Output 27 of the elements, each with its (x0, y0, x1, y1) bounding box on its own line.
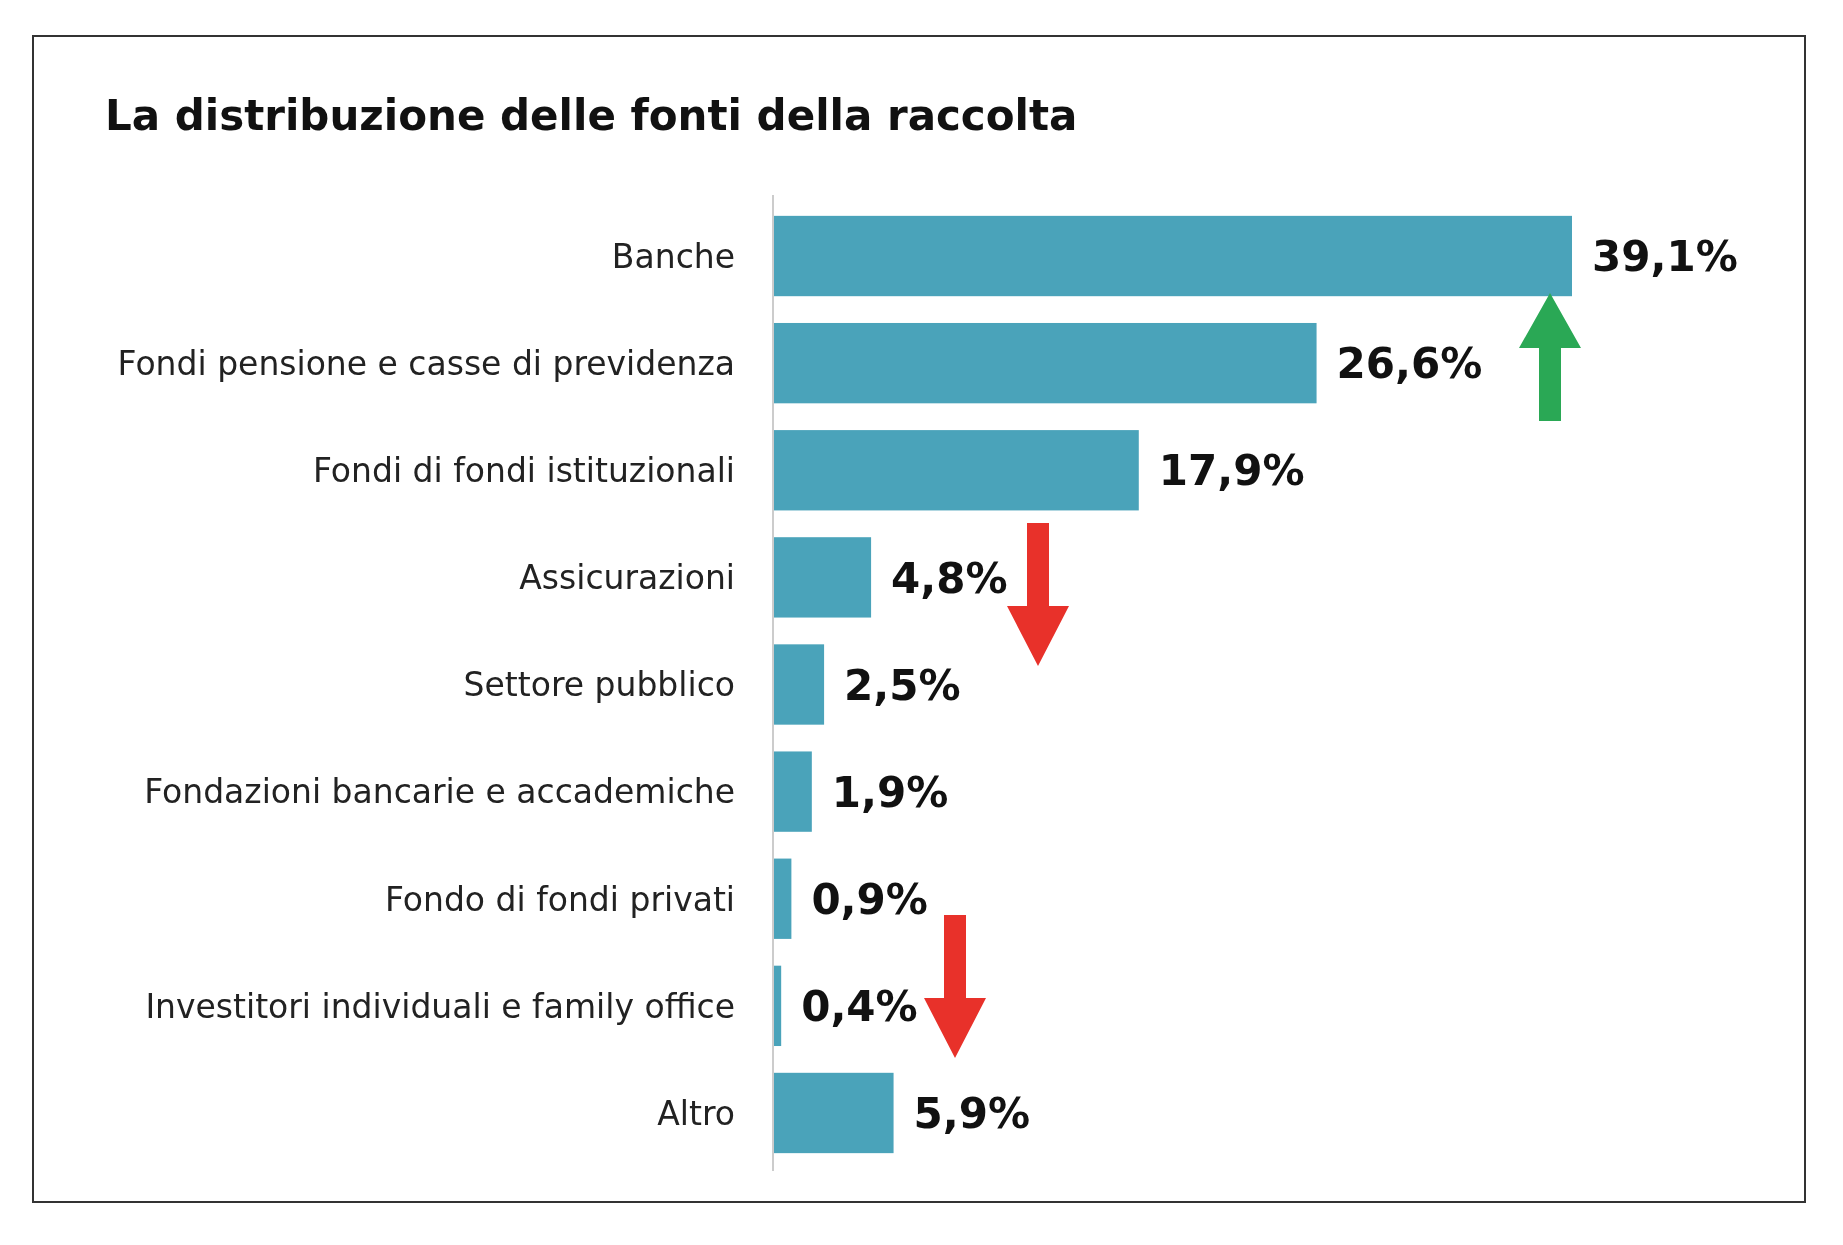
y-tick-label: Assicurazioni (519, 558, 735, 598)
data-label: 26,6% (1336, 339, 1483, 389)
bar (773, 751, 812, 832)
y-tick-label: Fondi pensione e casse di previdenza (117, 344, 735, 384)
bar (773, 537, 872, 618)
data-label: 39,1% (1592, 232, 1738, 282)
data-label: 0,4% (801, 981, 918, 1031)
y-tick-label: Fondi di fondi istituzionali (313, 451, 735, 491)
bar (773, 215, 1572, 297)
bar (773, 430, 1139, 511)
data-label: 1,9% (831, 767, 949, 817)
bar (773, 858, 792, 939)
bar (773, 322, 1317, 404)
data-label: 0,9% (811, 874, 928, 924)
bar (773, 644, 825, 725)
y-tick-label: Banche (611, 236, 735, 276)
data-label: 2,5% (844, 660, 961, 710)
data-label: 4,8% (891, 553, 1008, 603)
y-tick-label: Altro (657, 1093, 735, 1133)
y-tick-label: Fondo di fondi privati (384, 879, 735, 919)
data-label: 17,9% (1158, 446, 1305, 496)
data-label: 5,9% (913, 1089, 1031, 1139)
y-tick-label: Fondazioni bancarie e accademiche (144, 772, 735, 812)
y-tick-label: Settore pubblico (463, 665, 735, 705)
bar (773, 1072, 894, 1154)
chart-title: La distribuzione delle fonti della raccolta (105, 91, 1078, 140)
y-tick-label: Investitori individuali e family office (145, 986, 735, 1026)
